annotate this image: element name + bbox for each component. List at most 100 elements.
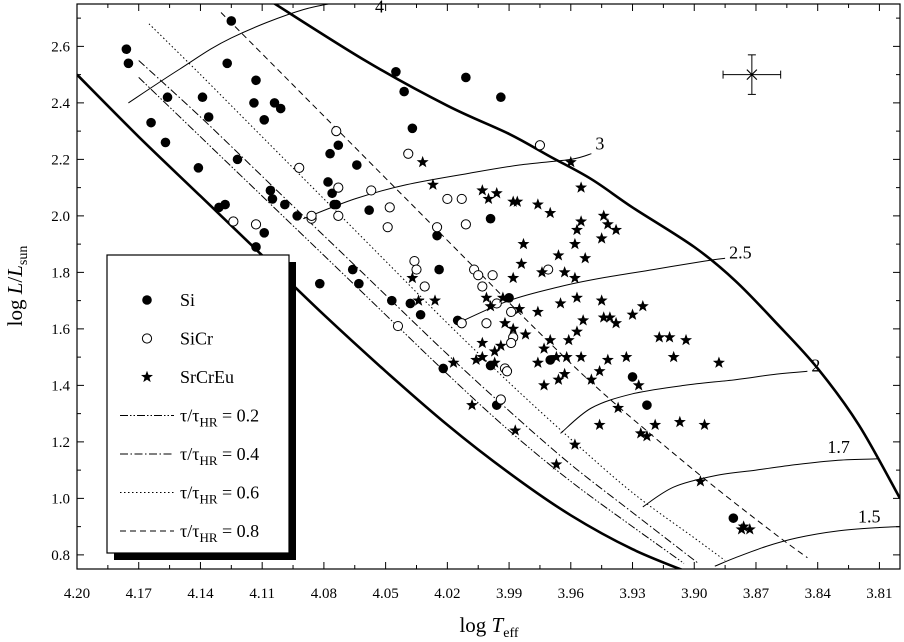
point-srcreu xyxy=(712,356,725,368)
point-srcreu xyxy=(552,249,565,261)
error-bar xyxy=(722,54,782,95)
x-tick-label: 4.20 xyxy=(64,586,90,602)
point-srcreu xyxy=(412,294,425,306)
point-sicr xyxy=(419,281,430,292)
point-srcreu xyxy=(429,294,441,306)
point-si xyxy=(347,264,358,275)
point-si xyxy=(275,103,286,114)
point-sicr xyxy=(294,162,305,173)
point-srcreu xyxy=(680,333,693,346)
y-tick-label: 0.8 xyxy=(51,548,70,564)
legend-item-5: τ/τHR = 0.4 xyxy=(120,444,259,468)
point-srcreu xyxy=(673,415,686,428)
point-si xyxy=(323,177,333,187)
series-srcreu xyxy=(406,155,756,535)
point-srcreu xyxy=(694,475,707,487)
point-srcreu xyxy=(601,353,614,366)
point-sicr xyxy=(487,270,498,281)
point-si xyxy=(325,148,335,159)
legend-label: τ/τHR = 0.8 xyxy=(180,521,259,545)
point-srcreu xyxy=(447,356,460,368)
point-sicr xyxy=(333,182,344,193)
point-si xyxy=(292,211,302,221)
point-srcreu xyxy=(531,198,544,210)
point-srcreu xyxy=(564,155,577,168)
point-srcreu xyxy=(560,350,573,363)
point-si xyxy=(504,293,514,303)
point-srcreu xyxy=(476,336,489,349)
point-srcreu xyxy=(595,294,608,306)
point-si xyxy=(280,199,290,210)
point-srcreu xyxy=(554,297,567,309)
point-srcreu xyxy=(416,155,429,168)
point-si xyxy=(314,278,325,289)
legend-item-2: SiCr xyxy=(141,329,213,349)
point-srcreu xyxy=(667,350,680,363)
point-srcreu xyxy=(544,206,557,219)
point-srcreu xyxy=(531,356,544,368)
point-srcreu xyxy=(488,356,501,368)
x-tick-label: 3.81 xyxy=(866,586,892,602)
point-srcreu xyxy=(519,328,532,340)
track-4 xyxy=(128,4,332,104)
point-srcreu xyxy=(603,311,616,323)
point-srcreu xyxy=(653,331,666,343)
isochrone-0-2 xyxy=(138,77,685,564)
point-srcreu xyxy=(597,209,610,221)
point-sicr xyxy=(382,222,393,233)
track-2 xyxy=(560,370,808,434)
point-srcreu xyxy=(552,373,565,385)
x-tick-label: 3.99 xyxy=(496,586,522,602)
y-tick-label: 2.2 xyxy=(51,152,70,168)
point-sicr xyxy=(409,255,420,267)
point-si xyxy=(399,86,409,97)
point-si xyxy=(545,355,556,365)
point-srcreu xyxy=(735,523,748,535)
legend-label: τ/τHR = 0.2 xyxy=(180,406,259,430)
point-sicr xyxy=(481,318,492,329)
point-srcreu xyxy=(517,237,530,250)
point-si xyxy=(222,58,232,69)
x-axis-label: log Teff xyxy=(459,613,518,641)
point-sicr xyxy=(411,264,422,275)
point-sicr xyxy=(473,270,484,281)
point-srcreu xyxy=(507,322,520,334)
point-srcreu xyxy=(626,308,639,320)
point-sicr xyxy=(506,306,517,318)
point-srcreu xyxy=(575,215,588,227)
point-srcreu xyxy=(482,192,495,205)
point-si xyxy=(386,295,397,306)
track-label-1-5: 1.5 xyxy=(858,507,881,527)
point-srcreu xyxy=(484,299,497,312)
point-si xyxy=(269,98,280,108)
point-srcreu xyxy=(612,401,625,414)
x-tick-label: 3.93 xyxy=(619,586,645,602)
x-tick-label: 4.17 xyxy=(126,586,153,602)
point-srcreu xyxy=(579,251,592,264)
legend-label: τ/τHR = 0.6 xyxy=(180,483,259,507)
point-srcreu xyxy=(480,291,493,303)
point-si xyxy=(267,194,278,204)
point-sicr xyxy=(460,219,471,230)
point-srcreu xyxy=(511,195,524,207)
point-sicr xyxy=(495,394,506,405)
point-srcreu xyxy=(570,291,583,303)
point-si xyxy=(162,92,173,103)
track-label-4: 4 xyxy=(375,0,384,16)
point-sicr xyxy=(431,222,443,233)
isochrone-lines xyxy=(138,12,808,564)
point-sicr xyxy=(403,148,414,159)
x-tick-label: 3.87 xyxy=(743,586,770,602)
point-si xyxy=(193,163,204,173)
y-tick-label: 2.4 xyxy=(51,96,70,112)
point-si xyxy=(364,205,374,216)
isochrone-0-6 xyxy=(148,23,726,561)
point-sicr xyxy=(442,193,453,205)
point-si xyxy=(329,199,339,210)
point-sicr xyxy=(306,210,317,221)
point-srcreu xyxy=(476,184,489,196)
point-srcreu xyxy=(568,271,581,284)
point-srcreu xyxy=(601,218,614,230)
legend-marker-si xyxy=(142,295,152,305)
